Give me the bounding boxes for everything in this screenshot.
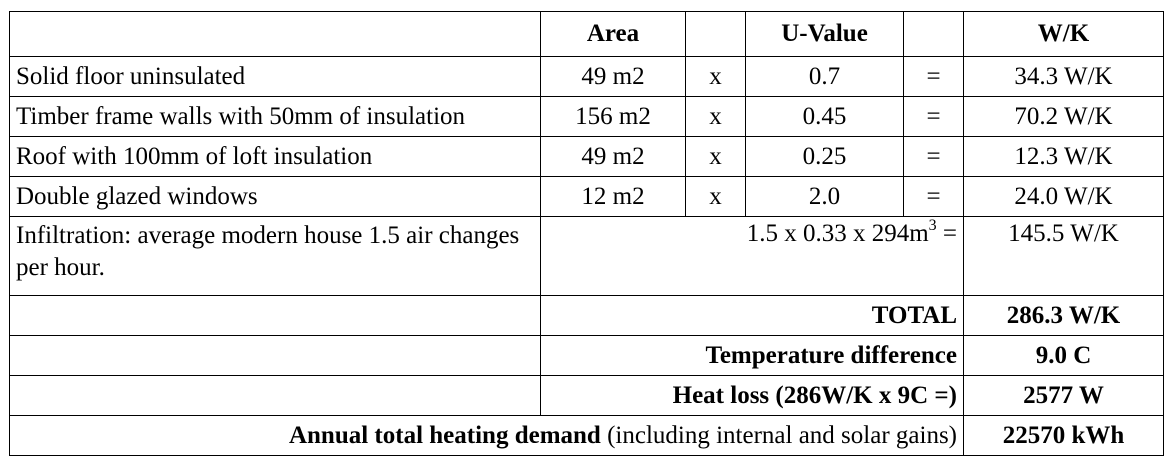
row-multiply: x [685,136,746,177]
heat-loss-table: Area U-Value W/K Solid floor uninsulated… [9,11,1164,456]
row-area: 49 m2 [540,136,686,177]
row-equals: = [903,56,964,97]
infiltration-wk: 145.5 W/K [963,216,1164,296]
header-area: Area [540,11,686,57]
infiltration-formula-equals: = [942,220,957,247]
table-row: Roof with 100mm of loft insulation 49 m2… [9,136,1164,177]
header-wk: W/K [963,11,1164,57]
header-row: Area U-Value W/K [9,11,1164,57]
temp-diff-label: Temperature difference [540,335,964,376]
row-label: Double glazed windows [9,176,541,217]
temp-diff-value: 9.0 C [963,335,1164,376]
total-value: 286.3 W/K [963,295,1164,336]
row-multiply: x [685,56,746,97]
annual-demand-row: Annual total heating demand (including i… [9,415,1164,456]
total-label: TOTAL [540,295,964,336]
row-area: 156 m2 [540,96,686,137]
row-label: Roof with 100mm of loft insulation [9,136,541,177]
row-uvalue: 0.25 [745,136,904,177]
row-wk: 70.2 W/K [963,96,1164,137]
row-equals: = [903,136,964,177]
total-row: TOTAL 286.3 W/K [9,295,1164,336]
annual-demand-label-bold: Annual total heating demand [288,421,601,449]
header-blank-x [685,11,746,57]
infiltration-formula-main: 1.5 x 0.33 x 294m [746,220,929,247]
row-area: 49 m2 [540,56,686,97]
header-uvalue: U-Value [745,11,904,57]
heat-loss-value: 2577 W [963,375,1164,416]
row-wk: 34.3 W/K [963,56,1164,97]
total-blank-cell [9,295,541,336]
table-row: Double glazed windows 12 m2 x 2.0 = 24.0… [9,176,1164,217]
annual-demand-label-note: (including internal and solar gains) [600,421,957,449]
heat-loss-blank-cell [9,375,541,416]
infiltration-formula-exponent: 3 [928,216,937,234]
row-multiply: x [685,96,746,137]
row-equals: = [903,176,964,217]
row-uvalue: 0.7 [745,56,904,97]
row-wk: 12.3 W/K [963,136,1164,177]
row-uvalue: 0.45 [745,96,904,137]
row-equals: = [903,96,964,137]
row-label: Solid floor uninsulated [9,56,541,97]
infiltration-row: Infiltration: average modern house 1.5 a… [9,216,1164,296]
heat-loss-label: Heat loss (286W/K x 9C =) [540,375,964,416]
row-label: Timber frame walls with 50mm of insulati… [9,96,541,137]
annual-demand-value: 22570 kWh [963,415,1164,456]
table-row: Timber frame walls with 50mm of insulati… [9,96,1164,137]
row-multiply: x [685,176,746,217]
infiltration-formula: 1.5 x 0.33 x 294m3 = [540,216,964,296]
row-wk: 24.0 W/K [963,176,1164,217]
header-blank-eq [903,11,964,57]
table-row: Solid floor uninsulated 49 m2 x 0.7 = 34… [9,56,1164,97]
header-blank-cell [9,11,541,57]
annual-demand-label: Annual total heating demand (including i… [9,415,964,456]
heat-loss-row: Heat loss (286W/K x 9C =) 2577 W [9,375,1164,416]
temp-diff-blank-cell [9,335,541,376]
temp-diff-row: Temperature difference 9.0 C [9,335,1164,376]
row-uvalue: 2.0 [745,176,904,217]
row-area: 12 m2 [540,176,686,217]
infiltration-label: Infiltration: average modern house 1.5 a… [9,216,541,296]
